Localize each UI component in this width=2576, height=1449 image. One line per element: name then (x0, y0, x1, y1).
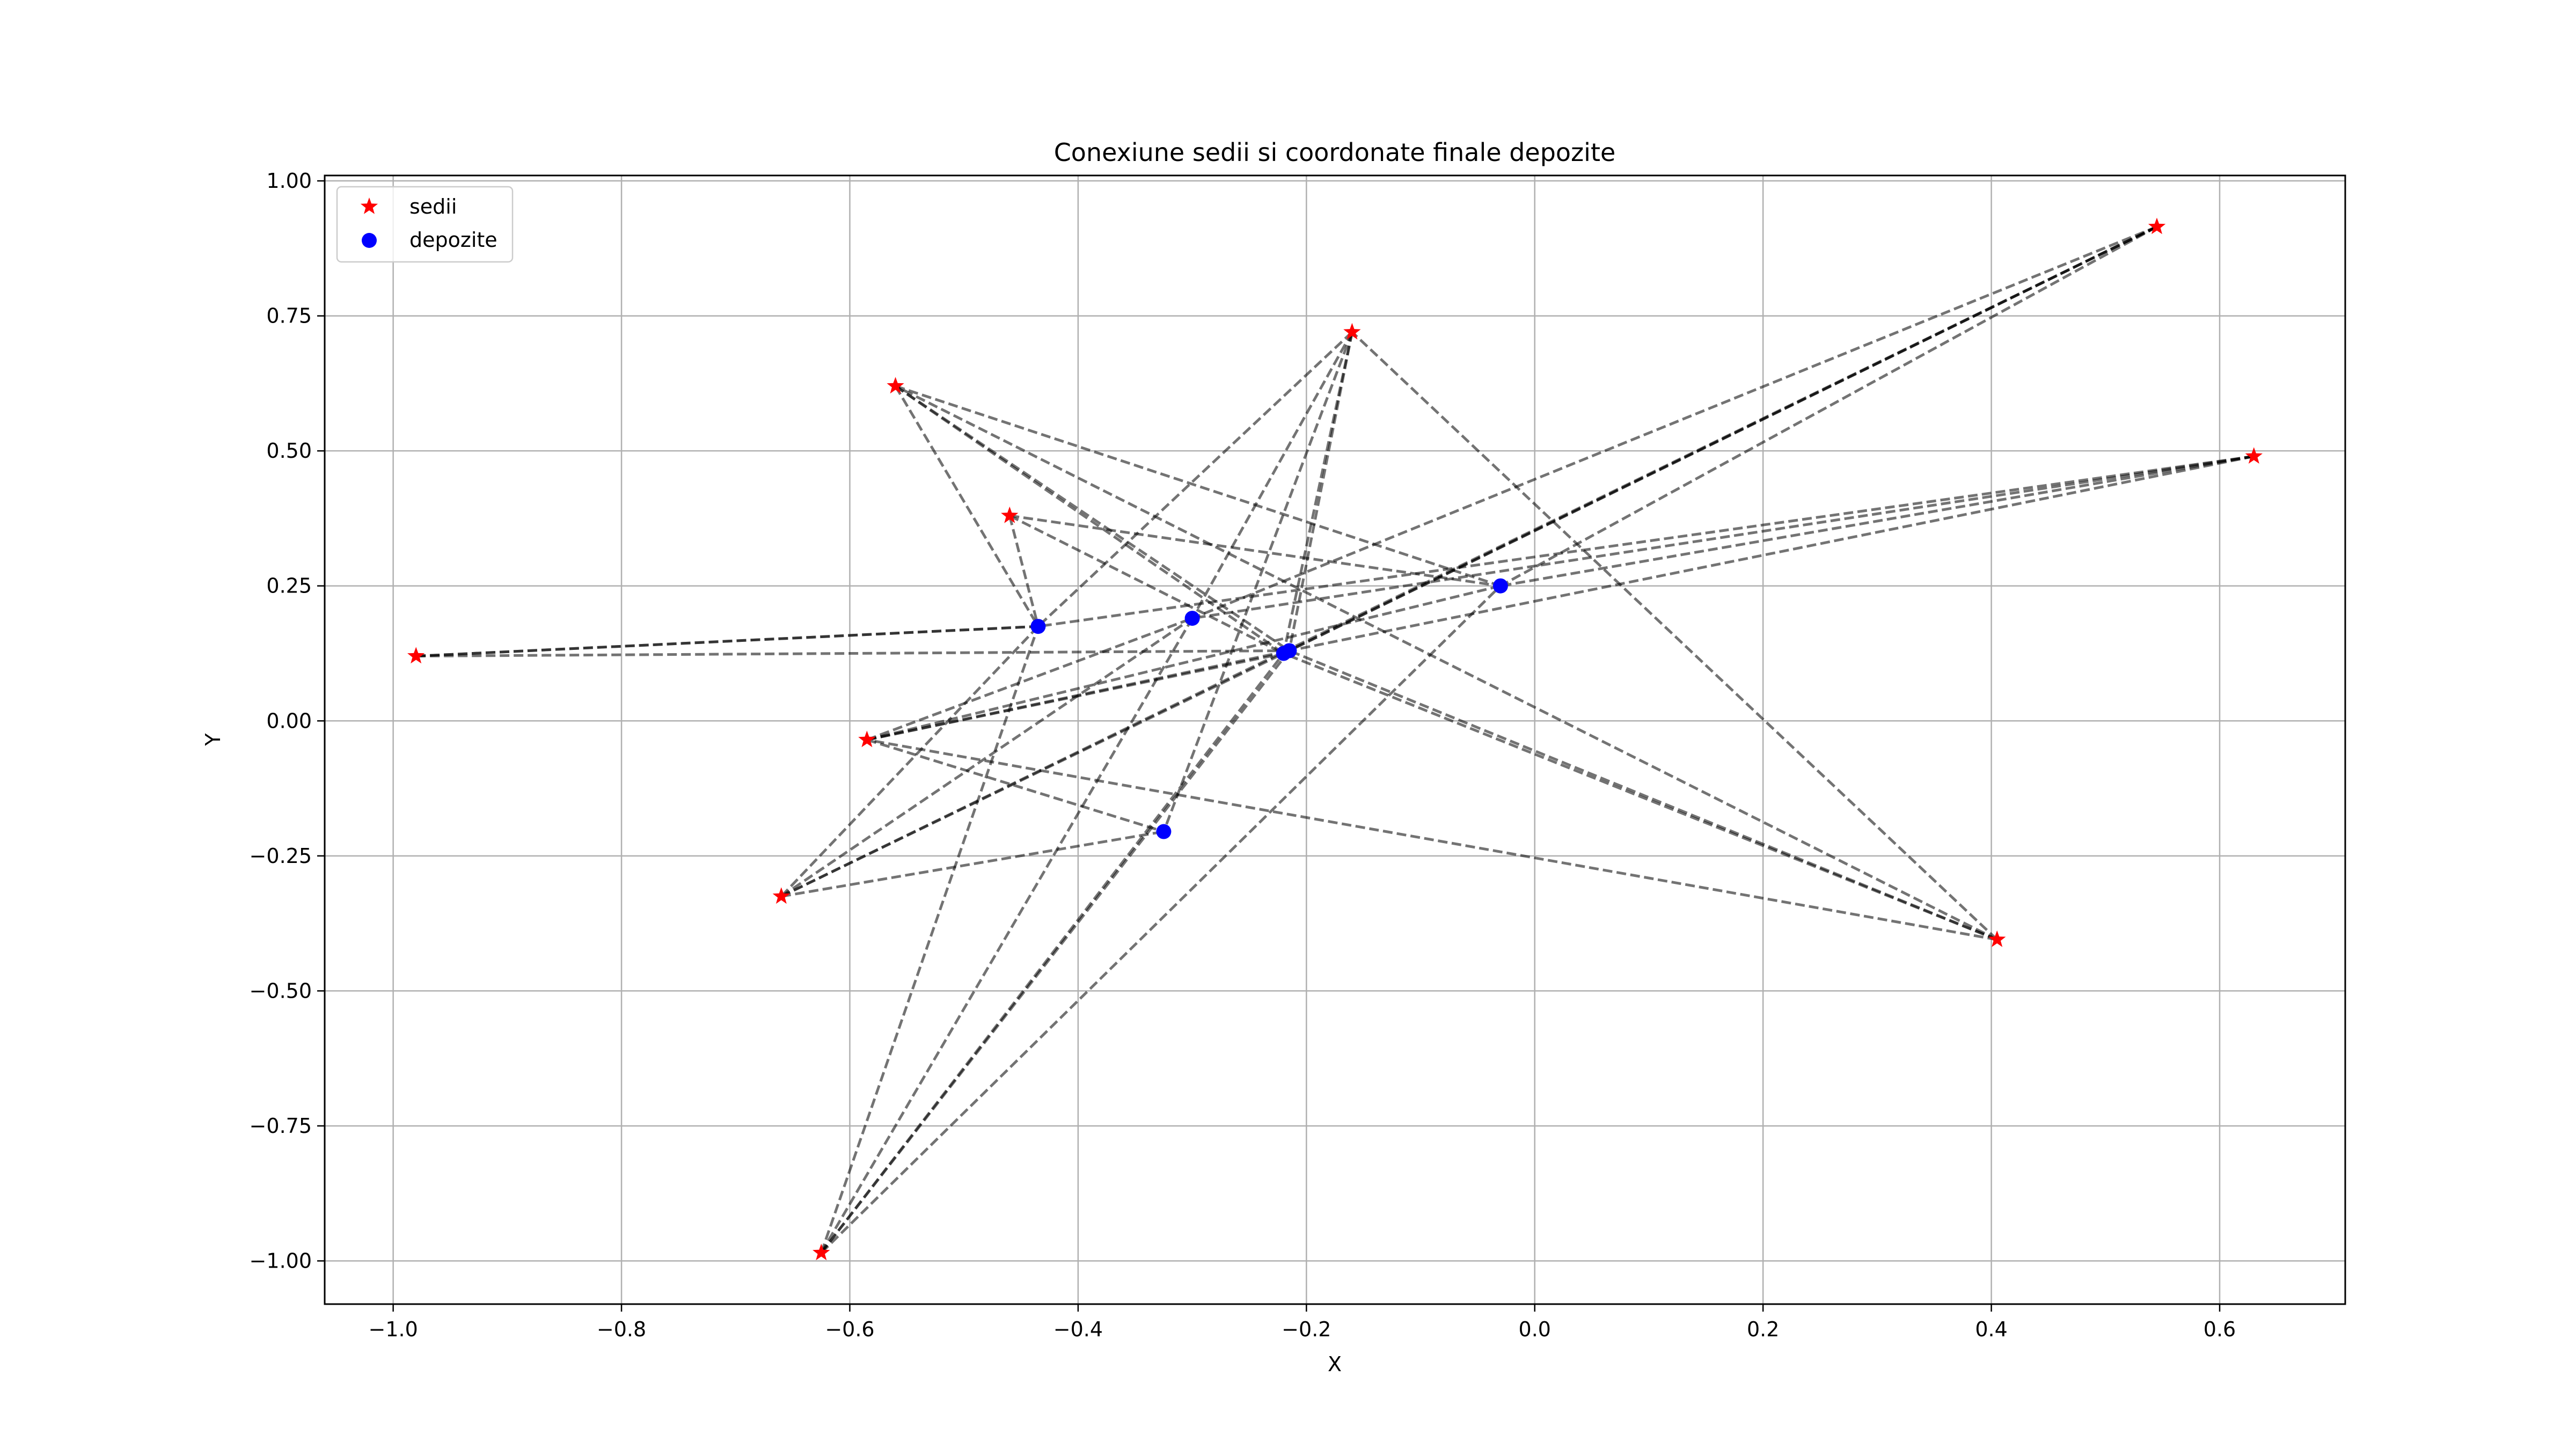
connection-line (416, 649, 1290, 658)
y-tick-label: −0.50 (250, 979, 312, 1002)
connection-line (866, 584, 1501, 741)
connection-lines (416, 225, 2255, 1254)
y-axis-label: Y (201, 733, 225, 747)
connection-line (780, 225, 2158, 898)
connection-line (1287, 332, 1353, 651)
y-tick-label: 0.50 (266, 439, 312, 463)
sedii-point (1343, 323, 1361, 340)
connection-line (780, 652, 1284, 898)
connection-line (780, 617, 1194, 898)
x-tick-label: −0.2 (1282, 1318, 1331, 1341)
y-tick-label: −1.00 (250, 1249, 312, 1273)
depozite-point (1184, 611, 1200, 626)
legend: sedii depozite (336, 186, 514, 263)
sedii-point (858, 730, 876, 748)
y-tick-label: 0.75 (266, 304, 312, 328)
connection-line (1009, 514, 1284, 655)
connection-line (895, 385, 1998, 941)
x-tick-label: −1.0 (368, 1318, 418, 1341)
x-tick-label: −0.4 (1053, 1318, 1103, 1341)
connection-line (866, 738, 1165, 833)
y-tick-label: 0.25 (266, 574, 312, 598)
connection-line (1499, 225, 2158, 587)
connection-line (1289, 455, 2255, 652)
connection-line (819, 626, 1040, 1254)
x-tick-label: 0.2 (1747, 1318, 1779, 1341)
connection-line (895, 385, 1290, 652)
connection-line (866, 617, 1193, 741)
plot-frame (324, 174, 2346, 1305)
connection-line (1289, 649, 1998, 941)
sedii-point (2148, 217, 2166, 235)
connection-line (866, 738, 1997, 941)
sedii-point (1001, 506, 1019, 523)
connection-line (416, 625, 1038, 658)
depozite-point (1492, 578, 1508, 594)
points (407, 217, 2263, 1261)
connection-line (1351, 331, 1998, 941)
sedii-point (813, 1243, 830, 1261)
connection-line (820, 584, 1502, 1254)
connection-line (1500, 455, 2255, 588)
y-tick-label: 0.00 (266, 709, 312, 733)
connection-line (1192, 455, 2255, 620)
connection-line (1191, 331, 1353, 619)
connection-line (780, 625, 1040, 898)
sedii-point (887, 377, 904, 394)
connection-line (894, 385, 1040, 627)
connection-line (781, 830, 1164, 898)
connection-line (1008, 515, 1040, 627)
connection-line (1282, 332, 1353, 654)
sedii-point (772, 887, 790, 904)
connection-line (1009, 514, 1501, 588)
y-tick-label: −0.75 (250, 1114, 312, 1138)
legend-marker-depozite (362, 233, 377, 248)
connection-line (1038, 455, 2255, 628)
connection-line (1191, 225, 2157, 620)
legend-label-sedii: sedii (409, 195, 457, 218)
ticks: −1.0 −0.8 −0.6 −0.4 −0.2 0.0 0.2 0.4 0.6 1.00 0.75… (250, 169, 2236, 1341)
x-tick-label: 0.4 (1975, 1318, 2007, 1341)
sedii-point (2245, 447, 2263, 464)
connection-line (1162, 331, 1353, 832)
legend-box (336, 186, 514, 263)
y-tick-label: 1.00 (266, 169, 312, 193)
sedii-point (1988, 930, 2006, 947)
x-axis-label: X (1328, 1352, 1342, 1376)
legend-label-depozite: depozite (409, 228, 497, 252)
connection-line (895, 385, 1501, 588)
x-tick-label: −0.8 (597, 1318, 646, 1341)
x-tick-label: 0.6 (2204, 1318, 2236, 1341)
x-tick-label: 0.0 (1519, 1318, 1551, 1341)
depozite-point (1156, 824, 1172, 839)
connection-line (820, 617, 1194, 1254)
depozite-point (1030, 619, 1046, 634)
connection-line (820, 649, 1291, 1254)
grid (325, 175, 2345, 1304)
x-tick-label: −0.6 (825, 1318, 874, 1341)
connection-line (1037, 331, 1353, 628)
chart-title: Conexiune sedii si coordonate finale dep… (1054, 138, 1616, 167)
sedii-point (407, 647, 425, 664)
y-tick-label: −0.25 (250, 844, 312, 868)
legend-marker-sedii (360, 197, 378, 214)
depozite-point (1282, 643, 1297, 658)
